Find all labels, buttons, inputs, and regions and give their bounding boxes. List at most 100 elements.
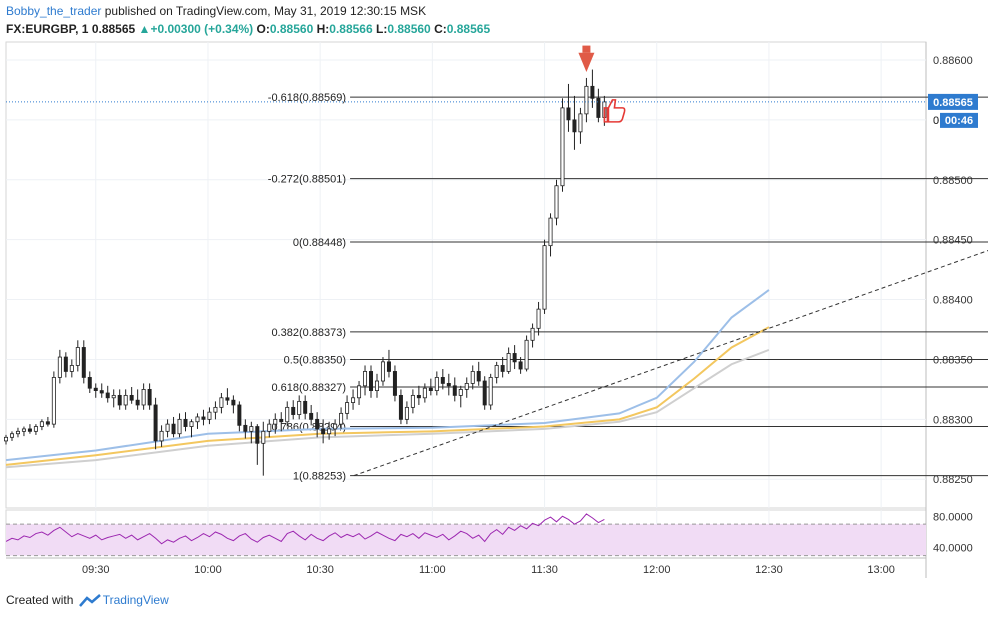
candle-body[interactable] (195, 416, 200, 423)
candle-body[interactable] (267, 423, 272, 432)
candle-body[interactable] (39, 421, 44, 427)
candle-body[interactable] (566, 107, 571, 121)
candle-body[interactable] (249, 426, 254, 432)
candle-body[interactable] (273, 418, 278, 425)
candle-body[interactable] (345, 402, 350, 414)
candle-body[interactable] (392, 371, 397, 396)
candle-body[interactable] (464, 383, 469, 390)
candle-body[interactable] (596, 97, 601, 118)
candle-body[interactable] (554, 185, 559, 219)
candle-body[interactable] (494, 365, 499, 378)
candle-body[interactable] (57, 356, 62, 378)
candle-body[interactable] (123, 394, 128, 406)
candle-body[interactable] (111, 394, 116, 399)
candle-body[interactable] (369, 371, 374, 392)
price-pane[interactable] (5, 41, 927, 509)
candle-body[interactable] (99, 390, 104, 394)
candle-body[interactable] (147, 389, 152, 406)
candle-body[interactable] (470, 371, 475, 384)
candle-body[interactable] (398, 394, 403, 420)
candle-body[interactable] (404, 406, 409, 420)
candle-body[interactable] (135, 399, 140, 406)
symbol-label[interactable]: FX:EURGBP, 1 (6, 22, 89, 36)
price-chart[interactable]: 0.886000.885500.885000.884500.884000.883… (0, 0, 988, 590)
candle-body[interactable] (201, 416, 206, 420)
candle-body[interactable] (428, 387, 433, 392)
candle-body[interactable] (524, 339, 529, 370)
candle-body[interactable] (374, 380, 379, 392)
candle-body[interactable] (548, 217, 553, 247)
candle-body[interactable] (15, 430, 20, 435)
candle-body[interactable] (440, 377, 445, 384)
candle-body[interactable] (363, 371, 368, 387)
candle-body[interactable] (560, 107, 565, 187)
candle-body[interactable] (357, 385, 362, 399)
candle-body[interactable] (434, 377, 439, 392)
candle-body[interactable] (542, 245, 547, 310)
candle-body[interactable] (452, 385, 457, 396)
candle-body[interactable] (578, 113, 583, 133)
candle-body[interactable] (219, 397, 224, 408)
candle-body[interactable] (584, 85, 589, 115)
candle-body[interactable] (315, 418, 320, 430)
candle-body[interactable] (410, 394, 415, 408)
candle-body[interactable] (63, 356, 68, 372)
candle-body[interactable] (500, 365, 505, 372)
candle-body[interactable] (243, 424, 248, 432)
candle-body[interactable] (69, 365, 74, 372)
candle-body[interactable] (237, 404, 242, 426)
rsi-line[interactable] (5, 513, 605, 545)
candle-body[interactable] (129, 394, 134, 401)
candle-body[interactable] (105, 392, 110, 399)
candle-body[interactable] (351, 397, 356, 403)
candle-body[interactable] (291, 406, 296, 415)
candle-body[interactable] (333, 423, 338, 430)
candle-body[interactable] (81, 347, 86, 378)
candle-body[interactable] (518, 361, 523, 370)
candle-body[interactable] (572, 119, 577, 133)
candle-body[interactable] (285, 406, 290, 423)
candle-body[interactable] (446, 383, 451, 387)
candle-body[interactable] (153, 404, 158, 442)
candle-body[interactable] (261, 430, 266, 444)
candle-body[interactable] (231, 399, 236, 406)
candle-body[interactable] (171, 423, 176, 435)
candle-body[interactable] (225, 397, 230, 401)
candle-body[interactable] (279, 418, 284, 423)
candle-body[interactable] (476, 371, 481, 382)
candle-body[interactable] (255, 426, 260, 444)
candle-body[interactable] (183, 418, 188, 427)
candle-body[interactable] (458, 389, 463, 396)
candle-body[interactable] (75, 347, 80, 366)
tradingview-brand-link[interactable]: TradingView (102, 593, 169, 607)
candle-body[interactable] (422, 387, 427, 399)
candle-body[interactable] (51, 377, 56, 425)
candle-body[interactable] (213, 406, 218, 413)
candle-body[interactable] (416, 394, 421, 399)
candle-body[interactable] (189, 421, 194, 427)
candle-body[interactable] (512, 353, 517, 363)
candle-body[interactable] (386, 361, 391, 372)
candle-body[interactable] (297, 400, 302, 415)
candle-body[interactable] (327, 428, 332, 435)
candle-body[interactable] (380, 361, 385, 382)
candle-body[interactable] (117, 394, 122, 406)
candle-body[interactable] (309, 412, 314, 420)
candle-body[interactable] (339, 412, 344, 425)
candle-body[interactable] (4, 436, 9, 442)
candle-body[interactable] (530, 327, 535, 341)
candle-body[interactable] (159, 430, 164, 442)
candle-body[interactable] (87, 377, 92, 389)
candle-body[interactable] (207, 411, 212, 420)
candle-body[interactable] (321, 428, 326, 435)
candle-body[interactable] (303, 400, 308, 414)
candle-body[interactable] (33, 426, 38, 432)
author-link[interactable]: Bobby_the_trader (6, 4, 102, 18)
candle-body[interactable] (27, 428, 32, 432)
candle-body[interactable] (482, 380, 487, 406)
candle-body[interactable] (506, 353, 511, 372)
candle-body[interactable] (45, 421, 50, 425)
candle-body[interactable] (488, 377, 493, 406)
candle-body[interactable] (93, 387, 98, 392)
candle-body[interactable] (590, 85, 595, 99)
